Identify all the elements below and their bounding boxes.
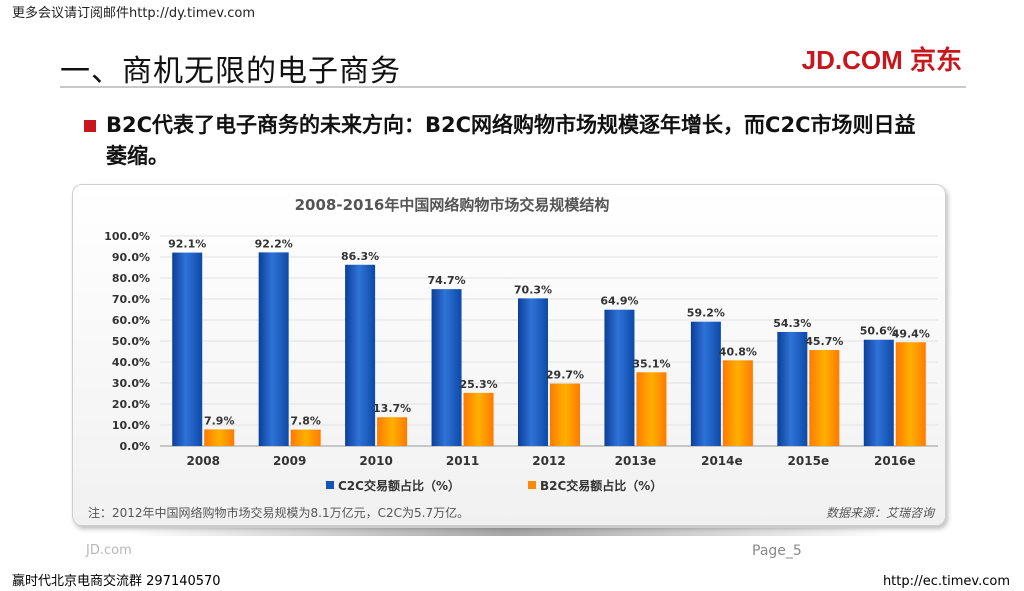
x-tick-label: 2008 (187, 454, 220, 468)
c2c-bar (690, 321, 721, 446)
c2c-bar-value-label: 86.3% (341, 250, 379, 263)
y-tick-label: 100.0% (104, 230, 150, 243)
y-tick-label: 80.0% (112, 272, 150, 285)
c2c-bar-value-label: 50.6% (860, 325, 898, 338)
x-tick-label: 2016e (874, 454, 916, 468)
chart-shadow (130, 528, 890, 536)
chart-note: 注：2012年中国网络购物市场交易规模为8.1万亿元，C2C为5.7万亿。 (88, 505, 469, 520)
c2c-bar-value-label: 92.2% (255, 237, 293, 250)
legend-b2c-label: B2C交易额占比（%） (540, 478, 662, 493)
title-divider (60, 86, 966, 88)
chart-source: 数据来源：艾瑞咨询 (826, 506, 936, 520)
chart-title: 2008-2016年中国网络购物市场交易规模结构 (295, 196, 610, 214)
y-tick-label: 50.0% (112, 335, 150, 348)
page-number: Page_5 (752, 543, 802, 559)
c2c-bar (604, 309, 635, 446)
b2c-bar (809, 350, 840, 446)
y-tick-label: 70.0% (112, 293, 150, 306)
bullet-square-icon (84, 120, 96, 132)
c2c-bar (172, 252, 203, 446)
b2c-bar-value-label: 13.7% (373, 402, 411, 415)
x-tick-label: 2010 (359, 454, 392, 468)
x-tick-label: 2011 (446, 454, 479, 468)
b2c-bar (636, 372, 667, 446)
c2c-bar-value-label: 54.3% (773, 317, 811, 330)
x-tick-label: 2013e (615, 454, 657, 468)
c2c-bar-value-label: 74.7% (427, 274, 465, 287)
page-title: 一、商机无限的电子商务 (60, 54, 401, 89)
c2c-bar (258, 252, 289, 446)
x-tick-label: 2014e (701, 454, 743, 468)
b2c-bar (290, 429, 321, 446)
b2c-bar-value-label: 35.1% (632, 357, 670, 370)
footer-jd: JD.com (86, 543, 132, 558)
y-tick-label: 0.0% (119, 440, 150, 453)
y-tick-label: 10.0% (112, 419, 150, 432)
y-tick-label: 30.0% (112, 377, 150, 390)
jd-logo: JD.COM 京东 (801, 45, 962, 75)
b2c-bar-value-label: 49.4% (892, 327, 930, 340)
c2c-bar (431, 289, 462, 446)
b2c-bar (722, 360, 753, 446)
b2c-bar (204, 429, 235, 446)
footer-group-info: 赢时代北京电商交流群 297140570 (12, 574, 221, 589)
y-tick-label: 60.0% (112, 314, 150, 327)
b2c-bar (550, 383, 580, 446)
y-tick-label: 40.0% (112, 356, 150, 369)
b2c-bar (895, 342, 926, 446)
c2c-bar (345, 264, 376, 446)
c2c-bar (863, 339, 894, 446)
b2c-bar-value-label: 40.8% (719, 345, 757, 358)
b2c-bar-value-label: 7.8% (290, 415, 321, 428)
c2c-bar (518, 298, 548, 446)
bullet-text: B2C代表了电子商务的未来方向：B2C网络购物市场规模逐年增长，而C2C市场则日… (106, 113, 916, 168)
c2c-bar-value-label: 70.3% (514, 283, 552, 296)
b2c-bar-value-label: 7.9% (204, 414, 235, 427)
top-note: 更多会议请订阅邮件http://dy.timev.com (12, 6, 256, 21)
b2c-bar-value-label: 29.7% (546, 369, 584, 382)
footer-url: http://ec.timev.com (882, 574, 1010, 589)
y-tick-label: 90.0% (112, 251, 150, 264)
c2c-bar-value-label: 92.1% (168, 238, 206, 251)
market-structure-chart: 2008-2016年中国网络购物市场交易规模结构 0.0% 10.0% 20.0% 3… (88, 196, 938, 520)
x-tick-label: 2009 (273, 454, 306, 468)
b2c-bar (377, 417, 408, 446)
legend-c2c-label: C2C交易额占比（%） (338, 478, 460, 493)
y-tick-label: 20.0% (112, 398, 150, 411)
b2c-bar-value-label: 25.3% (459, 378, 497, 391)
legend-b2c-swatch (528, 481, 536, 489)
c2c-bar-value-label: 64.9% (600, 295, 638, 308)
c2c-bar (777, 331, 808, 446)
x-tick-label: 2015e (788, 454, 830, 468)
c2c-bar-value-label: 59.2% (687, 307, 725, 320)
b2c-bar (463, 392, 494, 446)
x-tick-label: 2012 (532, 454, 565, 468)
legend-c2c-swatch (326, 481, 334, 489)
b2c-bar-value-label: 45.7% (805, 335, 843, 348)
